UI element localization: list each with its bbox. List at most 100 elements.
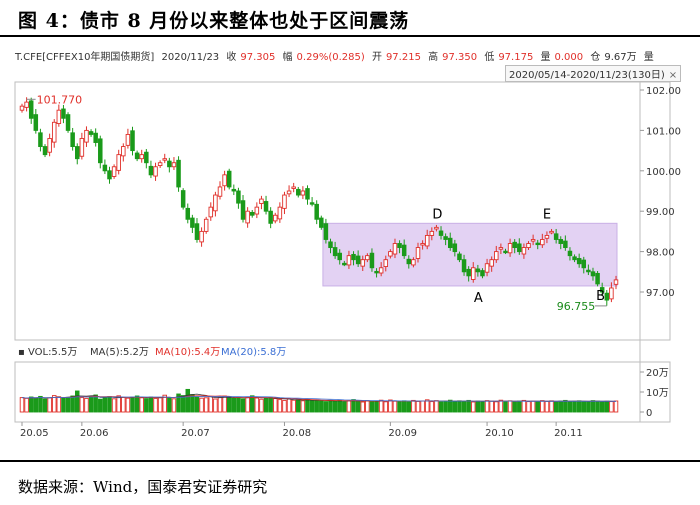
volume-bar: [471, 401, 476, 413]
candle-body: [429, 230, 435, 236]
candle-body: [378, 267, 384, 274]
candle-body: [512, 241, 517, 249]
price-tick-label: 100.00: [646, 167, 681, 178]
candle-body: [314, 203, 319, 220]
volume-bar: [144, 398, 149, 413]
candle-body: [139, 154, 144, 160]
volume-bar: [535, 401, 540, 413]
candle-body: [319, 217, 324, 228]
title-rule: [0, 35, 700, 37]
candle-body: [406, 258, 412, 265]
volume-legend-ma5: MA(5):5.2万: [90, 347, 149, 358]
volume-bar: [355, 400, 361, 413]
candle-body: [586, 269, 591, 273]
candle-body: [480, 270, 485, 277]
volume-bar: [401, 400, 407, 413]
candle-body: [24, 101, 29, 108]
candle-body: [208, 206, 214, 218]
volume-bar: [194, 396, 200, 413]
candle-body: [236, 190, 241, 204]
volume-bar: [28, 396, 34, 413]
volume-bar: [411, 399, 416, 413]
volume-bar: [424, 399, 430, 413]
candle-body: [553, 233, 559, 240]
volume-bar: [84, 397, 89, 413]
volume-bar: [24, 397, 29, 413]
candle-body: [102, 164, 108, 172]
volume-bar: [586, 401, 591, 413]
volume-bar: [213, 398, 218, 413]
volume-bar: [273, 398, 278, 413]
volume-bar: [190, 394, 195, 413]
candle-body: [328, 241, 333, 249]
volume-bar: [217, 396, 223, 413]
candle-body: [222, 174, 227, 187]
candle-body: [65, 114, 71, 131]
volume-bar: [415, 400, 421, 413]
candle-body: [567, 250, 573, 257]
x-tick-label: 20.05: [20, 428, 49, 439]
open-label: 开: [371, 52, 382, 63]
volume-bar: [268, 396, 273, 413]
volume-bar: [328, 399, 333, 413]
candle-body: [397, 243, 402, 249]
candle-body: [374, 270, 379, 274]
candle-body: [121, 146, 126, 157]
candle-body: [199, 230, 204, 243]
volume-bar: [383, 401, 389, 413]
candle-body: [47, 138, 52, 153]
volume-bar: [259, 398, 264, 413]
vol-value: 0.000: [554, 52, 584, 63]
label-B: B: [596, 289, 605, 304]
label-A: A: [474, 291, 483, 306]
volume-bar: [33, 397, 39, 413]
candle-body: [153, 166, 158, 177]
candle-body: [351, 253, 356, 261]
low-label: 低: [484, 52, 495, 63]
candle-body: [286, 190, 292, 195]
close-icon[interactable]: ×: [668, 70, 678, 81]
price-tick-label: 98.00: [646, 248, 675, 259]
candle-body: [157, 162, 163, 166]
volume-bar: [365, 400, 370, 413]
candle-body: [130, 130, 135, 152]
candle-body: [171, 162, 177, 168]
volume-panel-frame: [14, 361, 671, 423]
volume-bar: [277, 399, 283, 413]
volume-bar: [572, 400, 577, 413]
candle-body: [111, 166, 117, 177]
candle-body: [517, 243, 522, 253]
candle-body: [79, 138, 85, 157]
volume-bar: [503, 400, 508, 413]
candle-body: [226, 170, 232, 188]
volume-bar: [180, 395, 186, 413]
candle-body: [277, 206, 283, 220]
volume-bar: [517, 400, 522, 413]
volume-bar: [540, 400, 545, 413]
volume-bar: [93, 394, 98, 413]
candle-body: [438, 230, 444, 236]
candle-body: [595, 272, 600, 285]
volume-bar: [397, 401, 402, 413]
footer-rule: [0, 460, 700, 462]
price-tick-label: 101.00: [646, 126, 681, 137]
volume-bar: [157, 397, 163, 413]
candle-body: [443, 236, 448, 240]
volume-bar: [599, 401, 605, 413]
volume-bar: [300, 400, 306, 413]
candle-body: [447, 237, 453, 249]
candle-body: [507, 243, 513, 254]
volume-bar: [171, 398, 177, 413]
candle-body: [296, 188, 301, 196]
label-D: D: [432, 207, 442, 222]
candle-body: [424, 234, 430, 247]
volume-bar: [613, 400, 619, 413]
candle-body: [245, 210, 250, 224]
candle-body: [42, 146, 48, 156]
volume-bar: [162, 394, 167, 413]
candle-body: [549, 230, 554, 234]
open-value: 97.215: [385, 52, 421, 63]
volume-bar: [434, 400, 439, 413]
volume-bar: [337, 399, 342, 413]
candle-body: [51, 121, 57, 143]
